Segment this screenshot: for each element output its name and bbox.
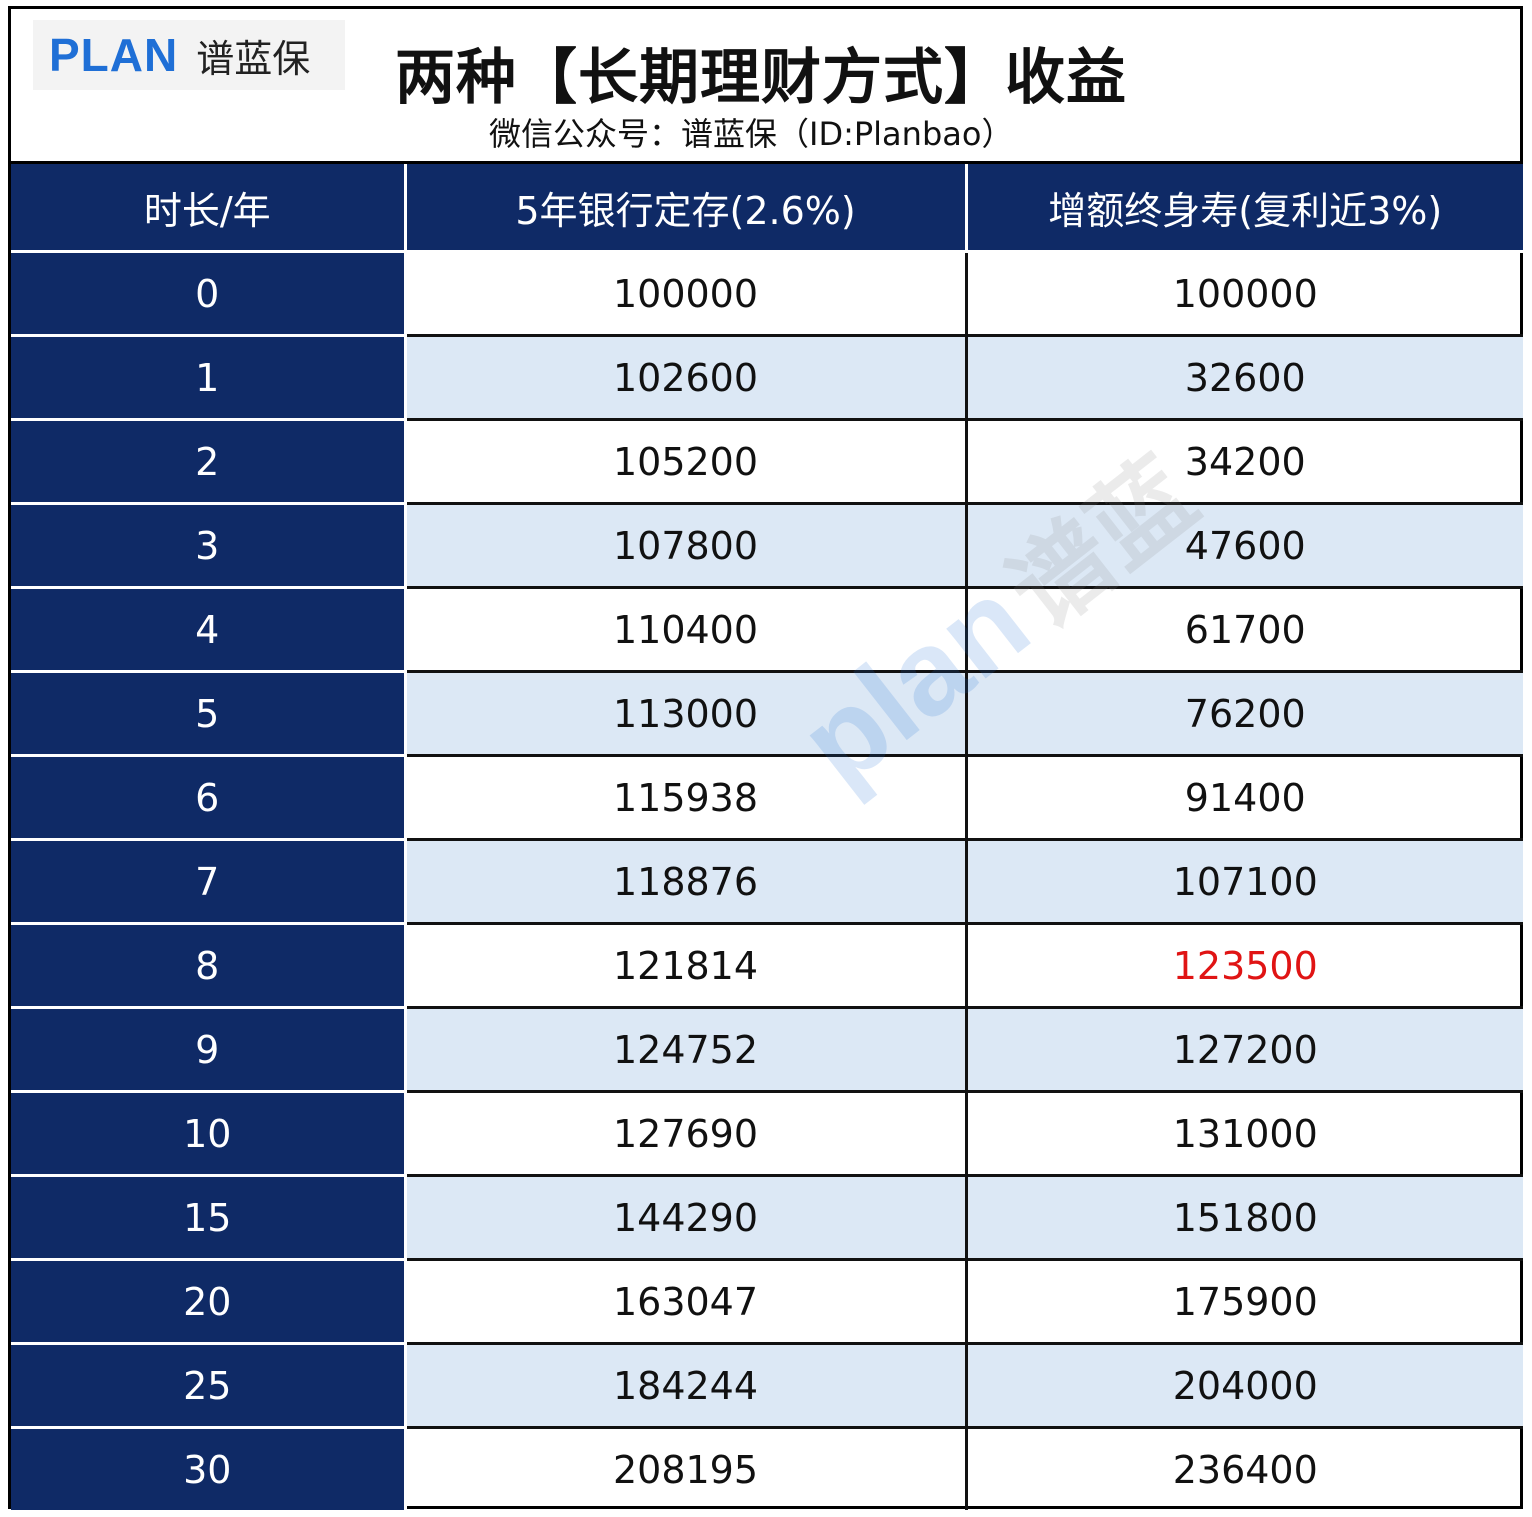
year-cell: 1 (11, 335, 407, 421)
bank-deposit-value-cell: 121814 (405, 923, 968, 1009)
whole-life-value-cell: 61700 (966, 587, 1523, 673)
table-row: 4 110400 61700 (11, 587, 1523, 673)
year-cell: 8 (11, 923, 407, 1009)
column-header-year: 时长/年 (11, 161, 405, 253)
bank-deposit-value-cell: 110400 (405, 587, 968, 673)
table-row: 10 127690 131000 (11, 1091, 1523, 1177)
table-row: 8 121814 123500 (11, 923, 1523, 1009)
table-row: 0 100000 100000 (11, 251, 1523, 337)
bank-deposit-value-cell: 118876 (405, 839, 968, 925)
whole-life-value-cell: 236400 (1172, 1447, 1318, 1492)
column-header-whole-life: 增额终身寿(复利近3%) (964, 161, 1523, 253)
whole-life-value-cell: 204000 (966, 1343, 1523, 1429)
bank-deposit-value-cell: 184244 (405, 1343, 968, 1429)
table-row: 7 118876 107100 (11, 839, 1523, 925)
logo-wordmark: PLAN (49, 29, 179, 81)
year-cell: 7 (11, 839, 407, 925)
table-row: 2 105200 34200 (11, 419, 1523, 505)
table-row: 3 107800 47600 (11, 503, 1523, 589)
year-cell: 25 (11, 1343, 407, 1429)
bank-deposit-value-cell: 115938 (405, 755, 968, 841)
year-cell: 15 (11, 1175, 407, 1261)
table-row: 30 208195 236400 (11, 1427, 1523, 1510)
column-header-bank-deposit: 5年银行定存(2.6%) (403, 161, 966, 253)
table-row: 6 115938 91400 (11, 755, 1523, 841)
header: PLAN 谱蓝保 两种【长期理财方式】收益 微信公众号：谱蓝保（ID:Planb… (11, 9, 1520, 161)
whole-life-value-cell: 47600 (966, 503, 1523, 589)
whole-life-value-cell: 151800 (966, 1175, 1523, 1261)
whole-life-value-cell: 76200 (966, 671, 1523, 757)
bank-deposit-value-cell: 163047 (405, 1259, 968, 1345)
whole-life-value-cell: 131000 (966, 1091, 1523, 1177)
table-row: 9 124752 127200 (11, 1007, 1523, 1093)
logo-brand-name: 谱蓝保 (196, 36, 311, 81)
year-cell: 10 (11, 1091, 407, 1177)
whole-life-value-cell: 34200 (966, 419, 1523, 505)
bank-deposit-value-cell: 107800 (405, 503, 968, 589)
bank-deposit-value-cell: 127690 (405, 1091, 968, 1177)
bank-deposit-value-cell: 105200 (405, 419, 968, 505)
table-row: 5 113000 76200 (11, 671, 1523, 757)
whole-life-value-cell: 91400 (966, 755, 1523, 841)
year-cell: 20 (11, 1259, 407, 1345)
whole-life-value-cell: 107100 (966, 839, 1523, 925)
table-row: 20 163047 175900 (11, 1259, 1523, 1345)
year-cell: 6 (11, 755, 407, 841)
bank-deposit-value-cell: 144290 (405, 1175, 968, 1261)
year-cell: 2 (11, 419, 407, 505)
brand-logo: PLAN 谱蓝保 (33, 20, 345, 90)
whole-life-value-cell: 100000 (966, 251, 1523, 337)
year-cell: 9 (11, 1007, 407, 1093)
table-row: 1 102600 32600 (11, 335, 1523, 421)
year-cell: 5 (11, 671, 407, 757)
comparison-card: PLAN 谱蓝保 两种【长期理财方式】收益 微信公众号：谱蓝保（ID:Planb… (8, 6, 1523, 1510)
page-subtitle: 微信公众号：谱蓝保（ID:Planbao） (489, 115, 1014, 153)
whole-life-value-cell: 127200 (966, 1007, 1523, 1093)
page-title: 两种【长期理财方式】收益 (395, 43, 1127, 113)
bank-deposit-value-cell: 124752 (405, 1007, 968, 1093)
bank-deposit-value-cell: 113000 (405, 671, 968, 757)
year-cell: 3 (11, 503, 407, 589)
bank-deposit-value-cell: 102600 (405, 335, 968, 421)
bank-deposit-value-cell: 100000 (405, 251, 968, 337)
whole-life-value-cell: 175900 (966, 1259, 1523, 1345)
year-cell: 4 (11, 587, 407, 673)
table-row: 25 184244 204000 (11, 1343, 1523, 1429)
bank-deposit-value-cell: 208195 (405, 1427, 968, 1510)
returns-table: 时长/年 5年银行定存(2.6%) 增额终身寿(复利近3%) 0 100000 10… (11, 161, 1523, 1510)
table-header-row: 时长/年 5年银行定存(2.6%) 增额终身寿(复利近3%) (11, 161, 1523, 253)
year-cell: 30 (11, 1427, 407, 1510)
whole-life-value-cell-highlighted: 123500 (966, 923, 1523, 1009)
whole-life-value-cell: 32600 (966, 335, 1523, 421)
table-row: 15 144290 151800 (11, 1175, 1523, 1261)
year-cell: 0 (11, 251, 407, 337)
